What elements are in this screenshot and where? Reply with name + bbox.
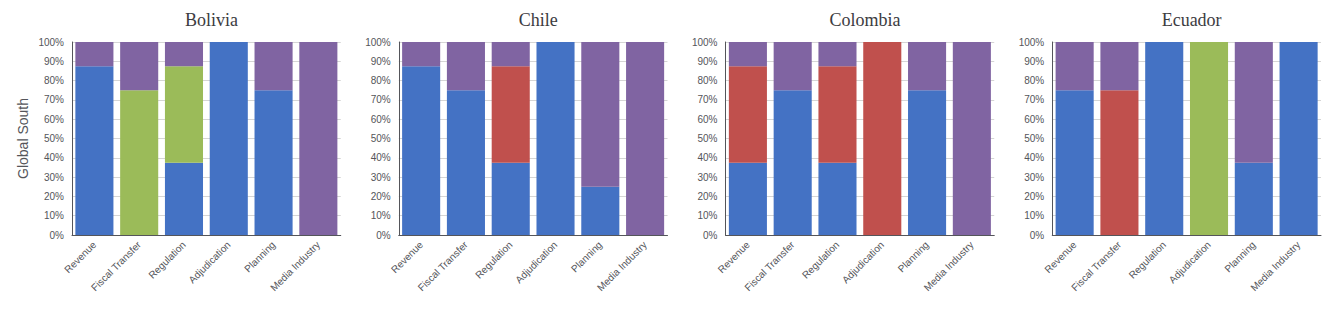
svg-text:60%: 60% xyxy=(371,114,391,125)
svg-text:0%: 0% xyxy=(703,230,718,241)
svg-text:Regulation: Regulation xyxy=(800,239,842,281)
svg-text:Adjudication: Adjudication xyxy=(186,239,232,285)
svg-text:80%: 80% xyxy=(1024,75,1044,86)
svg-text:Regulation: Regulation xyxy=(473,239,515,281)
svg-text:70%: 70% xyxy=(44,94,64,105)
svg-text:Colombia: Colombia xyxy=(829,10,900,30)
svg-text:40%: 40% xyxy=(371,152,391,163)
svg-text:30%: 30% xyxy=(371,172,391,183)
svg-text:Fiscal Transfer: Fiscal Transfer xyxy=(1069,239,1124,294)
svg-text:10%: 10% xyxy=(44,210,64,221)
svg-text:20%: 20% xyxy=(371,191,391,202)
svg-text:Media Industry: Media Industry xyxy=(922,239,976,293)
svg-text:40%: 40% xyxy=(1024,152,1044,163)
svg-text:10%: 10% xyxy=(371,210,391,221)
svg-text:Revenue: Revenue xyxy=(716,239,752,275)
svg-text:90%: 90% xyxy=(697,56,717,67)
svg-text:70%: 70% xyxy=(1024,94,1044,105)
svg-text:Planning: Planning xyxy=(896,239,931,274)
svg-text:90%: 90% xyxy=(371,56,391,67)
svg-text:Planning: Planning xyxy=(1222,239,1257,274)
svg-text:Planning: Planning xyxy=(569,239,604,274)
svg-text:90%: 90% xyxy=(44,56,64,67)
svg-text:Media Industry: Media Industry xyxy=(1248,239,1302,293)
svg-text:30%: 30% xyxy=(1024,172,1044,183)
svg-text:50%: 50% xyxy=(371,133,391,144)
svg-text:10%: 10% xyxy=(697,210,717,221)
svg-text:Regulation: Regulation xyxy=(1127,239,1169,281)
svg-text:0%: 0% xyxy=(50,230,65,241)
svg-text:Revenue: Revenue xyxy=(1042,239,1078,275)
svg-text:20%: 20% xyxy=(1024,191,1044,202)
svg-text:80%: 80% xyxy=(44,75,64,86)
svg-text:Chile: Chile xyxy=(519,10,558,30)
svg-text:Ecuador: Ecuador xyxy=(1162,10,1222,30)
svg-text:Fiscal Transfer: Fiscal Transfer xyxy=(416,239,471,294)
svg-text:Media Industry: Media Industry xyxy=(268,239,322,293)
svg-text:100%: 100% xyxy=(365,37,391,48)
svg-text:60%: 60% xyxy=(697,114,717,125)
svg-text:Bolivia: Bolivia xyxy=(185,10,238,30)
svg-text:Regulation: Regulation xyxy=(146,239,188,281)
svg-text:70%: 70% xyxy=(697,94,717,105)
svg-text:30%: 30% xyxy=(44,172,64,183)
svg-text:60%: 60% xyxy=(1024,114,1044,125)
svg-text:Revenue: Revenue xyxy=(389,239,425,275)
svg-text:20%: 20% xyxy=(44,191,64,202)
svg-text:10%: 10% xyxy=(1024,210,1044,221)
svg-text:40%: 40% xyxy=(44,152,64,163)
svg-text:70%: 70% xyxy=(371,94,391,105)
svg-text:50%: 50% xyxy=(44,133,64,144)
svg-text:Adjudication: Adjudication xyxy=(1167,239,1213,285)
svg-text:90%: 90% xyxy=(1024,56,1044,67)
svg-text:40%: 40% xyxy=(697,152,717,163)
svg-text:100%: 100% xyxy=(1019,37,1045,48)
svg-text:100%: 100% xyxy=(38,37,64,48)
svg-text:Adjudication: Adjudication xyxy=(513,239,559,285)
svg-text:80%: 80% xyxy=(371,75,391,86)
svg-text:Revenue: Revenue xyxy=(62,239,98,275)
svg-text:100%: 100% xyxy=(692,37,718,48)
svg-text:Media Industry: Media Industry xyxy=(595,239,649,293)
svg-text:Planning: Planning xyxy=(242,239,277,274)
svg-text:Global South: Global South xyxy=(15,98,31,179)
svg-text:Fiscal Transfer: Fiscal Transfer xyxy=(743,239,798,294)
svg-text:Adjudication: Adjudication xyxy=(840,239,886,285)
svg-text:0%: 0% xyxy=(1030,230,1045,241)
svg-text:Fiscal Transfer: Fiscal Transfer xyxy=(89,239,144,294)
svg-text:20%: 20% xyxy=(697,191,717,202)
svg-text:80%: 80% xyxy=(697,75,717,86)
svg-text:0%: 0% xyxy=(376,230,391,241)
svg-text:60%: 60% xyxy=(44,114,64,125)
svg-text:50%: 50% xyxy=(697,133,717,144)
svg-text:30%: 30% xyxy=(697,172,717,183)
svg-text:50%: 50% xyxy=(1024,133,1044,144)
